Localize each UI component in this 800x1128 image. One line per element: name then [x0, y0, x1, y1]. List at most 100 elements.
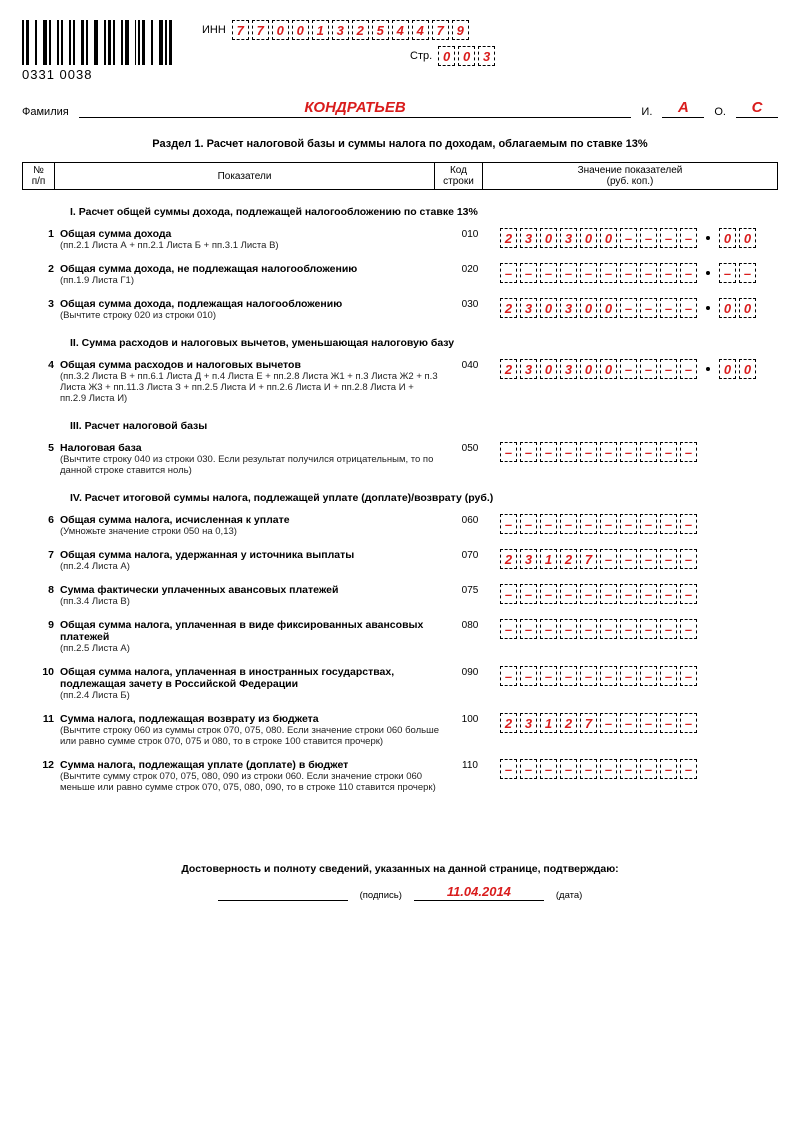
value-boxes [500, 619, 778, 639]
row-code: 050 [446, 442, 494, 454]
row-code: 030 [446, 298, 494, 310]
char-box: 3 [560, 298, 577, 318]
char-box: 0 [739, 298, 756, 318]
column-header-table: № п/п Показатели Код строки Значение пок… [22, 162, 778, 190]
char-box: 0 [540, 298, 557, 318]
char-box [640, 549, 657, 569]
footer-confirmation: Достоверность и полноту сведений, указан… [181, 863, 618, 875]
row-number: 7 [22, 549, 54, 561]
char-box: 2 [500, 713, 517, 733]
char-box: 2 [500, 228, 517, 248]
row-code: 090 [446, 666, 494, 678]
char-box [500, 666, 517, 686]
value-boxes [500, 263, 778, 283]
char-box: 3 [560, 228, 577, 248]
row-number: 4 [22, 359, 54, 371]
char-box: 1 [540, 549, 557, 569]
char-box [520, 584, 537, 604]
row-code: 070 [446, 549, 494, 561]
char-box [660, 514, 677, 534]
char-box [680, 584, 697, 604]
char-box [739, 263, 756, 283]
char-box [680, 713, 697, 733]
name-row: Фамилия КОНДРАТЬЕВ И. А О. С [22, 100, 778, 118]
subsection-1: I. Расчет общей суммы дохода, подлежащей… [70, 206, 778, 218]
char-box [680, 263, 697, 283]
row-number: 5 [22, 442, 54, 454]
row-description: Общая сумма налога, удержанная у источни… [60, 549, 440, 572]
form-row-060: 6Общая сумма налога, исчисленная к уплат… [22, 514, 778, 537]
char-box [620, 263, 637, 283]
page-label: Стр. [410, 50, 432, 62]
char-box: 0 [600, 228, 617, 248]
char-box: 9 [452, 20, 469, 40]
row-code: 110 [446, 759, 494, 771]
char-box [600, 263, 617, 283]
signature-line [218, 883, 348, 901]
char-box [560, 514, 577, 534]
char-box [680, 359, 697, 379]
char-box [680, 759, 697, 779]
char-box [660, 584, 677, 604]
char-box [540, 619, 557, 639]
initial-o: С [752, 99, 763, 117]
char-box [580, 584, 597, 604]
form-row-100: 11Сумма налога, подлежащая возврату из б… [22, 713, 778, 747]
char-box: 2 [500, 549, 517, 569]
char-box [560, 263, 577, 283]
char-box [540, 584, 557, 604]
char-box [560, 442, 577, 462]
char-box [640, 228, 657, 248]
signature-label: (подпись) [360, 890, 402, 901]
char-box [520, 619, 537, 639]
char-box [640, 619, 657, 639]
row-description: Общая сумма расходов и налоговых вычетов… [60, 359, 440, 404]
char-box [520, 666, 537, 686]
row-number: 12 [22, 759, 54, 771]
char-box [640, 666, 657, 686]
char-box [580, 263, 597, 283]
inn-label: ИНН [202, 24, 226, 36]
char-box [640, 584, 657, 604]
subsection-4: IV. Расчет итоговой суммы налога, подлеж… [70, 492, 778, 504]
char-box [620, 713, 637, 733]
char-box [600, 713, 617, 733]
char-box [600, 442, 617, 462]
char-box [580, 619, 597, 639]
char-box [680, 514, 697, 534]
form-row-040: 4 Общая сумма расходов и налоговых вычето… [22, 359, 778, 404]
char-box [719, 263, 736, 283]
char-box [640, 359, 657, 379]
char-box [540, 442, 557, 462]
row-description: Сумма фактически уплаченных авансовых пл… [60, 584, 440, 607]
char-box [640, 759, 657, 779]
value-boxes [500, 514, 778, 534]
char-box: 0 [739, 228, 756, 248]
barcode-number: 0331 0038 [22, 67, 172, 82]
char-box [680, 619, 697, 639]
row-description: Общая сумма дохода, не подлежащая налого… [60, 263, 440, 286]
form-row-090: 10Общая сумма налога, уплаченная в иност… [22, 666, 778, 701]
row-code: 100 [446, 713, 494, 725]
surname-value: КОНДРАТЬЕВ [304, 99, 405, 117]
char-box [620, 619, 637, 639]
row-number: 6 [22, 514, 54, 526]
char-box [580, 442, 597, 462]
char-box: 3 [520, 713, 537, 733]
char-box: 3 [520, 549, 537, 569]
value-boxes: 23030000 [500, 298, 778, 318]
char-box: 2 [560, 713, 577, 733]
char-box: 3 [332, 20, 349, 40]
char-box: 0 [600, 298, 617, 318]
char-box [680, 298, 697, 318]
char-box [540, 514, 557, 534]
value-boxes [500, 759, 778, 779]
form-row-030: 3Общая сумма дохода, подлежащая налогооб… [22, 298, 778, 321]
char-box [600, 619, 617, 639]
subsection-3: III. Расчет налоговой базы [70, 420, 778, 432]
char-box: 0 [292, 20, 309, 40]
char-box: 1 [540, 713, 557, 733]
char-box: 3 [520, 359, 537, 379]
char-box: 7 [432, 20, 449, 40]
char-box: 7 [252, 20, 269, 40]
